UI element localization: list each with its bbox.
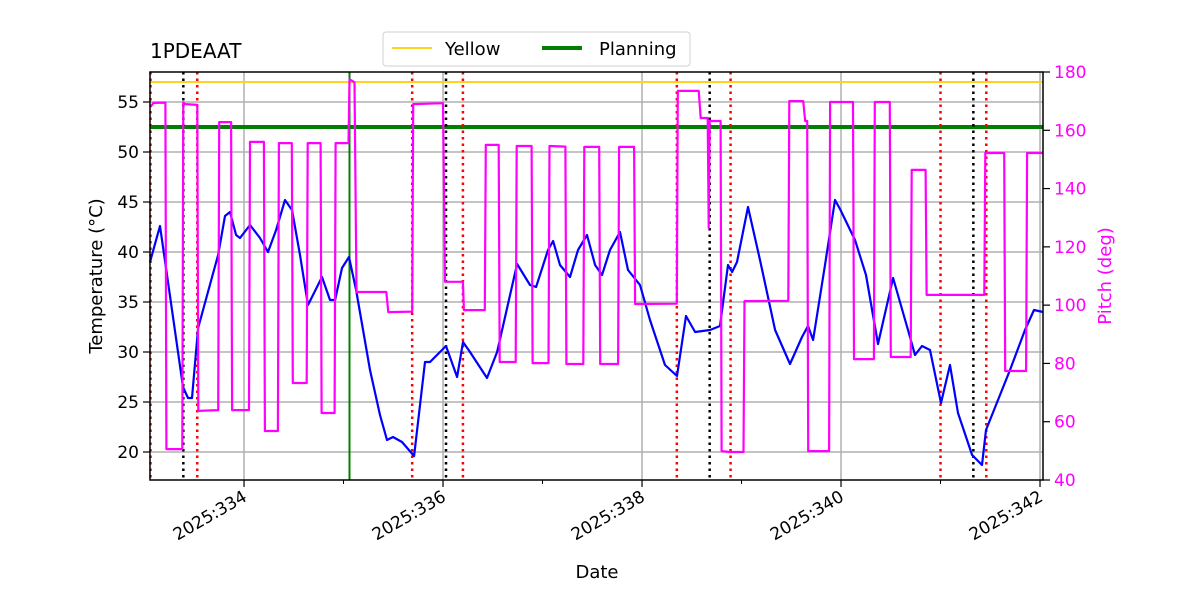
series-line-pitch (149, 78, 1043, 454)
chart-title: 1PDEAAT (150, 39, 242, 63)
grid (150, 72, 1043, 480)
y2-axis-label: Pitch (deg) (1095, 227, 1116, 325)
y2-tick-label: 120 (1054, 238, 1086, 258)
y-tick-label: 35 (117, 293, 139, 313)
y2-tick-label: 100 (1054, 296, 1086, 316)
x-tick-label: 2025:336 (369, 487, 450, 545)
y2-tick-label: 80 (1054, 354, 1076, 374)
y-tick-label: 50 (117, 143, 139, 163)
series-line-temperature (148, 198, 1044, 467)
limit-lines (150, 81, 1043, 129)
y2-tick-label: 160 (1054, 121, 1086, 141)
legend-label-planning: Planning (599, 39, 677, 60)
legend: Yellow Planning (382, 31, 691, 67)
axes: 2025:334 2025:336 2025:338 2025:340 2025:342… (117, 63, 1086, 545)
y2-tick-label: 180 (1054, 63, 1086, 83)
y-tick-label: 45 (117, 193, 139, 213)
legend-box (382, 31, 691, 67)
x-tick-label: 2025:342 (966, 487, 1047, 545)
x-axis-label: Date (575, 562, 618, 583)
y-tick-label: 30 (117, 343, 139, 363)
y-axis-label: Temperature (°C) (86, 198, 107, 354)
y-tick-label: 20 (117, 443, 139, 463)
legend-label-yellow: Yellow (444, 39, 500, 60)
y2-tick-label: 40 (1054, 471, 1076, 491)
x-tick-label: 2025:338 (568, 487, 649, 545)
y-tick-label: 55 (117, 93, 139, 113)
y-tick-label: 25 (117, 393, 139, 413)
x-tick-label: 2025:340 (767, 487, 848, 545)
y2-tick-label: 140 (1054, 180, 1086, 200)
x-tick-label: 2025:334 (170, 487, 251, 545)
y-tick-label: 40 (117, 243, 139, 263)
series-group (148, 78, 1044, 467)
y2-tick-label: 60 (1054, 413, 1076, 433)
plot-frame (149, 71, 1044, 481)
